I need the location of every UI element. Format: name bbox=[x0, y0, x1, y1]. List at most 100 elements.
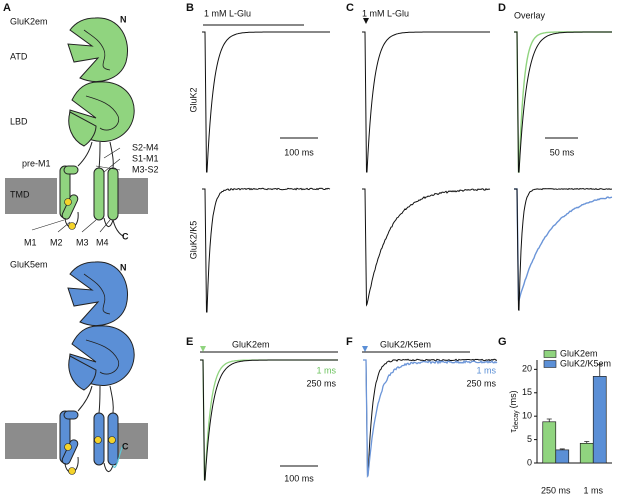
current-trace bbox=[363, 358, 497, 477]
bar bbox=[579, 442, 594, 464]
legend-label: GluK2em bbox=[560, 348, 598, 358]
stimulus-marker bbox=[362, 346, 368, 352]
current-trace bbox=[514, 188, 613, 302]
helix-label: M1 bbox=[24, 237, 37, 247]
domain-label: TMD bbox=[10, 189, 30, 199]
linker-label: M3-S2 bbox=[132, 164, 159, 174]
legend-label: 1 ms bbox=[316, 365, 336, 375]
panel-title: GluK2em bbox=[232, 339, 270, 349]
atd-domain bbox=[67, 17, 128, 82]
bar bbox=[555, 449, 570, 464]
pointer bbox=[31, 147, 121, 233]
site bbox=[64, 198, 72, 206]
scale-label: 100 ms bbox=[284, 147, 314, 157]
construct-title: GluK2em bbox=[10, 16, 48, 26]
error-bar bbox=[546, 418, 552, 422]
linker bbox=[112, 444, 125, 468]
legend-swatch bbox=[543, 350, 557, 358]
site bbox=[68, 467, 76, 475]
gluk5em-schematic bbox=[5, 261, 148, 475]
terminus-label: N bbox=[120, 14, 127, 24]
legend-label: 250 ms bbox=[306, 378, 336, 388]
y-label-part: τ bbox=[508, 429, 518, 433]
stimulus-marker bbox=[363, 18, 369, 24]
y-tick-label: 10 bbox=[522, 411, 532, 421]
panel-label: F bbox=[346, 336, 353, 348]
site bbox=[108, 436, 116, 444]
site bbox=[64, 443, 72, 451]
atd-domain bbox=[67, 261, 128, 326]
helix-label: M3 bbox=[76, 237, 89, 247]
construct-title: GluK5em bbox=[10, 259, 48, 269]
current-trace bbox=[202, 187, 331, 313]
linker-label: S1-M1 bbox=[132, 153, 159, 163]
current-trace bbox=[362, 187, 491, 307]
helix-label: M2 bbox=[50, 237, 63, 247]
y-label-part: (ms) bbox=[508, 390, 518, 408]
pre-m1-helix bbox=[63, 165, 79, 175]
stimulus-marker bbox=[200, 346, 206, 352]
bar-chart: 0 5 10 15 20 τdecay (ms) 250 ms 1 ms GluK2emGluK2… bbox=[508, 348, 612, 495]
legend-swatch bbox=[543, 360, 557, 368]
site bbox=[68, 222, 76, 230]
x-tick-label: 1 ms bbox=[583, 485, 603, 495]
atd-chain bbox=[83, 273, 111, 315]
legend-label: GluK2/K5em bbox=[560, 358, 611, 368]
traces bbox=[200, 31, 613, 481]
y-tick-label: 20 bbox=[522, 364, 532, 374]
error-bar bbox=[597, 364, 603, 377]
pre-m1-helix bbox=[63, 410, 79, 420]
panel-title: GluK2/K5em bbox=[380, 339, 431, 349]
bar bbox=[592, 376, 607, 464]
linker bbox=[64, 385, 114, 473]
y-tick-label: 0 bbox=[527, 457, 532, 467]
helix-label: M4 bbox=[96, 237, 109, 247]
current-trace bbox=[514, 187, 612, 311]
stimulus-label: 1 mM L-Glu bbox=[204, 8, 251, 18]
row-label: GluK2 bbox=[188, 87, 198, 112]
current-trace bbox=[363, 359, 498, 478]
membrane bbox=[118, 178, 148, 214]
y-label-part: decay bbox=[513, 410, 520, 429]
current-trace bbox=[200, 359, 338, 481]
legend-label: 1 ms bbox=[476, 365, 496, 375]
legend-label: 250 ms bbox=[466, 378, 496, 388]
panel-title: Overlay bbox=[514, 10, 546, 20]
panel-label: E bbox=[186, 336, 193, 348]
panel-label: D bbox=[498, 2, 506, 14]
error-bar bbox=[559, 448, 565, 450]
m3-helix bbox=[93, 167, 105, 221]
terminus-label: C bbox=[122, 231, 129, 241]
y-axis-label: τdecay (ms) bbox=[508, 390, 519, 432]
row-label: GluK2/K5 bbox=[188, 221, 198, 260]
panel-label: C bbox=[346, 2, 354, 14]
y-tick-label: 5 bbox=[527, 434, 532, 444]
error-bar bbox=[584, 441, 590, 444]
membrane bbox=[5, 423, 57, 459]
membrane bbox=[118, 423, 148, 459]
bar bbox=[542, 421, 557, 464]
atd-chain bbox=[83, 29, 111, 71]
site bbox=[94, 436, 102, 444]
linker-label: pre-M1 bbox=[22, 158, 51, 168]
current-trace bbox=[514, 31, 612, 173]
y-tick-label: 15 bbox=[522, 387, 532, 397]
lbd-domain bbox=[68, 111, 97, 147]
gluk2em-schematic bbox=[5, 17, 148, 237]
lbd-chain bbox=[85, 95, 120, 131]
scale-label: 100 ms bbox=[284, 473, 314, 483]
x-tick-label: 250 ms bbox=[541, 485, 571, 495]
panel-label: B bbox=[186, 2, 194, 14]
domain-label: LBD bbox=[10, 116, 28, 126]
lbd-domain bbox=[68, 355, 97, 391]
current-trace bbox=[202, 31, 330, 173]
current-trace bbox=[362, 31, 490, 173]
lbd-chain bbox=[85, 339, 120, 375]
panel-label: A bbox=[3, 2, 11, 14]
panel-label: G bbox=[498, 336, 507, 348]
terminus-label: N bbox=[120, 262, 127, 272]
m4-helix bbox=[107, 167, 119, 221]
domain-label: ATD bbox=[10, 51, 28, 61]
linker-label: S2-M4 bbox=[132, 142, 159, 152]
